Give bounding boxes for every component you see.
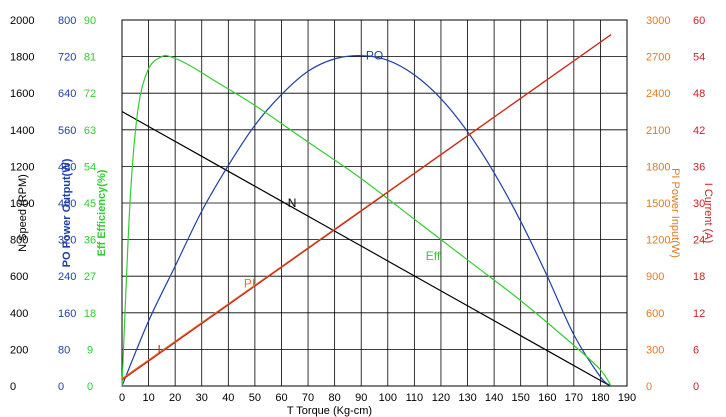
curve-label-N: N [288, 196, 297, 210]
y-tick-label-speed: 200 [10, 344, 28, 356]
y-tick-label-speed: 2000 [10, 15, 34, 27]
y-tick-label-power_input: 2400 [646, 88, 670, 100]
y-tick-label-speed: 1600 [10, 88, 34, 100]
y-tick-label-power_input: 1500 [646, 198, 670, 210]
axis-title-power_input: PI Power Input(W) [669, 168, 681, 258]
y-tick-label-power_output: 320 [58, 235, 76, 247]
x-tick-label: 10 [142, 392, 154, 404]
y-tick-label-current: 36 [693, 161, 705, 173]
y-tick-label-efficiency: 18 [84, 308, 96, 320]
x-tick-label: 120 [432, 392, 450, 404]
axis-label-power_input: PI Power Input(W) [669, 168, 681, 258]
y-tick-label-speed: 800 [10, 235, 28, 247]
y-tick-label-speed: 400 [10, 308, 28, 320]
y-tick-label-speed: 1200 [10, 161, 34, 173]
y-tick-label-current: 6 [693, 344, 699, 356]
y-tick-label-efficiency: 45 [84, 198, 96, 210]
y-tick-label-power_output: 560 [58, 125, 76, 137]
y-tick-label-efficiency: 63 [84, 125, 96, 137]
curve-label-I: I [158, 342, 161, 356]
y-tick-label-power_output: 80 [58, 344, 70, 356]
y-tick-label-power_input: 900 [646, 271, 664, 283]
y-tick-label-power_output: 160 [58, 308, 76, 320]
y-tick-label-current: 42 [693, 125, 705, 137]
x-tick-label: 110 [406, 392, 424, 404]
y-tick-label-current: 12 [693, 308, 705, 320]
y-tick-label-efficiency: 72 [84, 88, 96, 100]
x-tick-label: 180 [591, 392, 609, 404]
y-tick-label-speed: 1400 [10, 125, 34, 137]
x-tick-label: 80 [329, 392, 341, 404]
y-tick-label-current: 54 [693, 52, 705, 64]
y-tick-label-efficiency: 9 [87, 344, 93, 356]
axis-title-power_output: PO Power Output(W) [61, 158, 73, 267]
y-tick-label-efficiency: 90 [84, 15, 96, 27]
x-tick-label: 40 [222, 392, 234, 404]
y-tick-label-efficiency: 36 [84, 235, 96, 247]
y-tick-label-current: 48 [693, 88, 705, 100]
axis-label-efficiency: Eff Efficiency(%) [96, 169, 108, 256]
y-tick-label-speed: 1000 [10, 198, 34, 210]
x-tick-label: 30 [196, 392, 208, 404]
y-tick-label-power_output: 400 [58, 198, 76, 210]
y-tick-label-efficiency: 27 [84, 271, 96, 283]
y-tick-label-power_input: 0 [646, 381, 652, 393]
y-tick-label-current: 24 [693, 235, 705, 247]
x-tick-label: 140 [485, 392, 503, 404]
y-tick-label-power_output: 720 [58, 52, 76, 64]
x-tick-label: 50 [249, 392, 261, 404]
y-tick-label-current: 18 [693, 271, 705, 283]
axis-title-speed: N Speed (RPM) [17, 174, 29, 252]
x-tick-label: 100 [379, 392, 397, 404]
x-axis-title: T Torque (Kg-cm) [287, 405, 372, 417]
x-tick-label: 20 [169, 392, 181, 404]
y-tick-label-efficiency: 54 [84, 161, 96, 173]
y-tick-label-power_input: 3000 [646, 15, 670, 27]
curve-label-Eff: Eff [426, 249, 441, 263]
x-tick-label: 160 [538, 392, 556, 404]
x-tick-label: 190 [618, 392, 636, 404]
axis-label-speed: N Speed (RPM) [17, 174, 29, 252]
axis-label-current: I Current (A) [702, 183, 714, 244]
axis-title-current: I Current (A) [702, 183, 714, 244]
y-tick-label-power_output: 800 [58, 15, 76, 27]
series-line-Eff [121, 54, 612, 387]
series-line-N [121, 110, 612, 387]
y-tick-label-power_input: 1800 [646, 161, 670, 173]
y-tick-label-speed: 1800 [10, 52, 34, 64]
x-tick-label: 70 [302, 392, 314, 404]
x-tick-label: 90 [355, 392, 367, 404]
y-tick-label-efficiency: 0 [87, 381, 93, 393]
curve-label-PO: PO [366, 49, 383, 63]
y-tick-label-power_input: 2100 [646, 125, 670, 137]
curve-label-PI: PI [244, 277, 255, 291]
axis-label-power_output: PO Power Output(W) [61, 158, 73, 267]
axis-title-efficiency: Eff Efficiency(%) [96, 169, 108, 256]
y-tick-label-power_output: 0 [58, 381, 64, 393]
y-tick-label-speed: 0 [10, 381, 16, 393]
y-tick-label-speed: 600 [10, 271, 28, 283]
y-tick-label-power_input: 1200 [646, 235, 670, 247]
y-tick-label-power_input: 2700 [646, 52, 670, 64]
x-tick-label: 130 [458, 392, 476, 404]
y-tick-label-power_output: 640 [58, 88, 76, 100]
y-tick-label-current: 30 [693, 198, 705, 210]
y-tick-label-efficiency: 81 [84, 52, 96, 64]
x-tick-label: 0 [119, 392, 125, 404]
x-tick-label: 170 [565, 392, 583, 404]
y-tick-label-current: 0 [693, 381, 699, 393]
y-tick-label-power_input: 600 [646, 308, 664, 320]
y-tick-label-power_output: 240 [58, 271, 76, 283]
y-tick-label-power_input: 300 [646, 344, 664, 356]
series-line-PO [121, 55, 612, 387]
x-tick-label: 60 [275, 392, 287, 404]
y-tick-label-power_output: 480 [58, 161, 76, 173]
y-tick-label-current: 60 [693, 15, 705, 27]
series-line-I [121, 34, 612, 381]
x-tick-label: 150 [512, 392, 530, 404]
